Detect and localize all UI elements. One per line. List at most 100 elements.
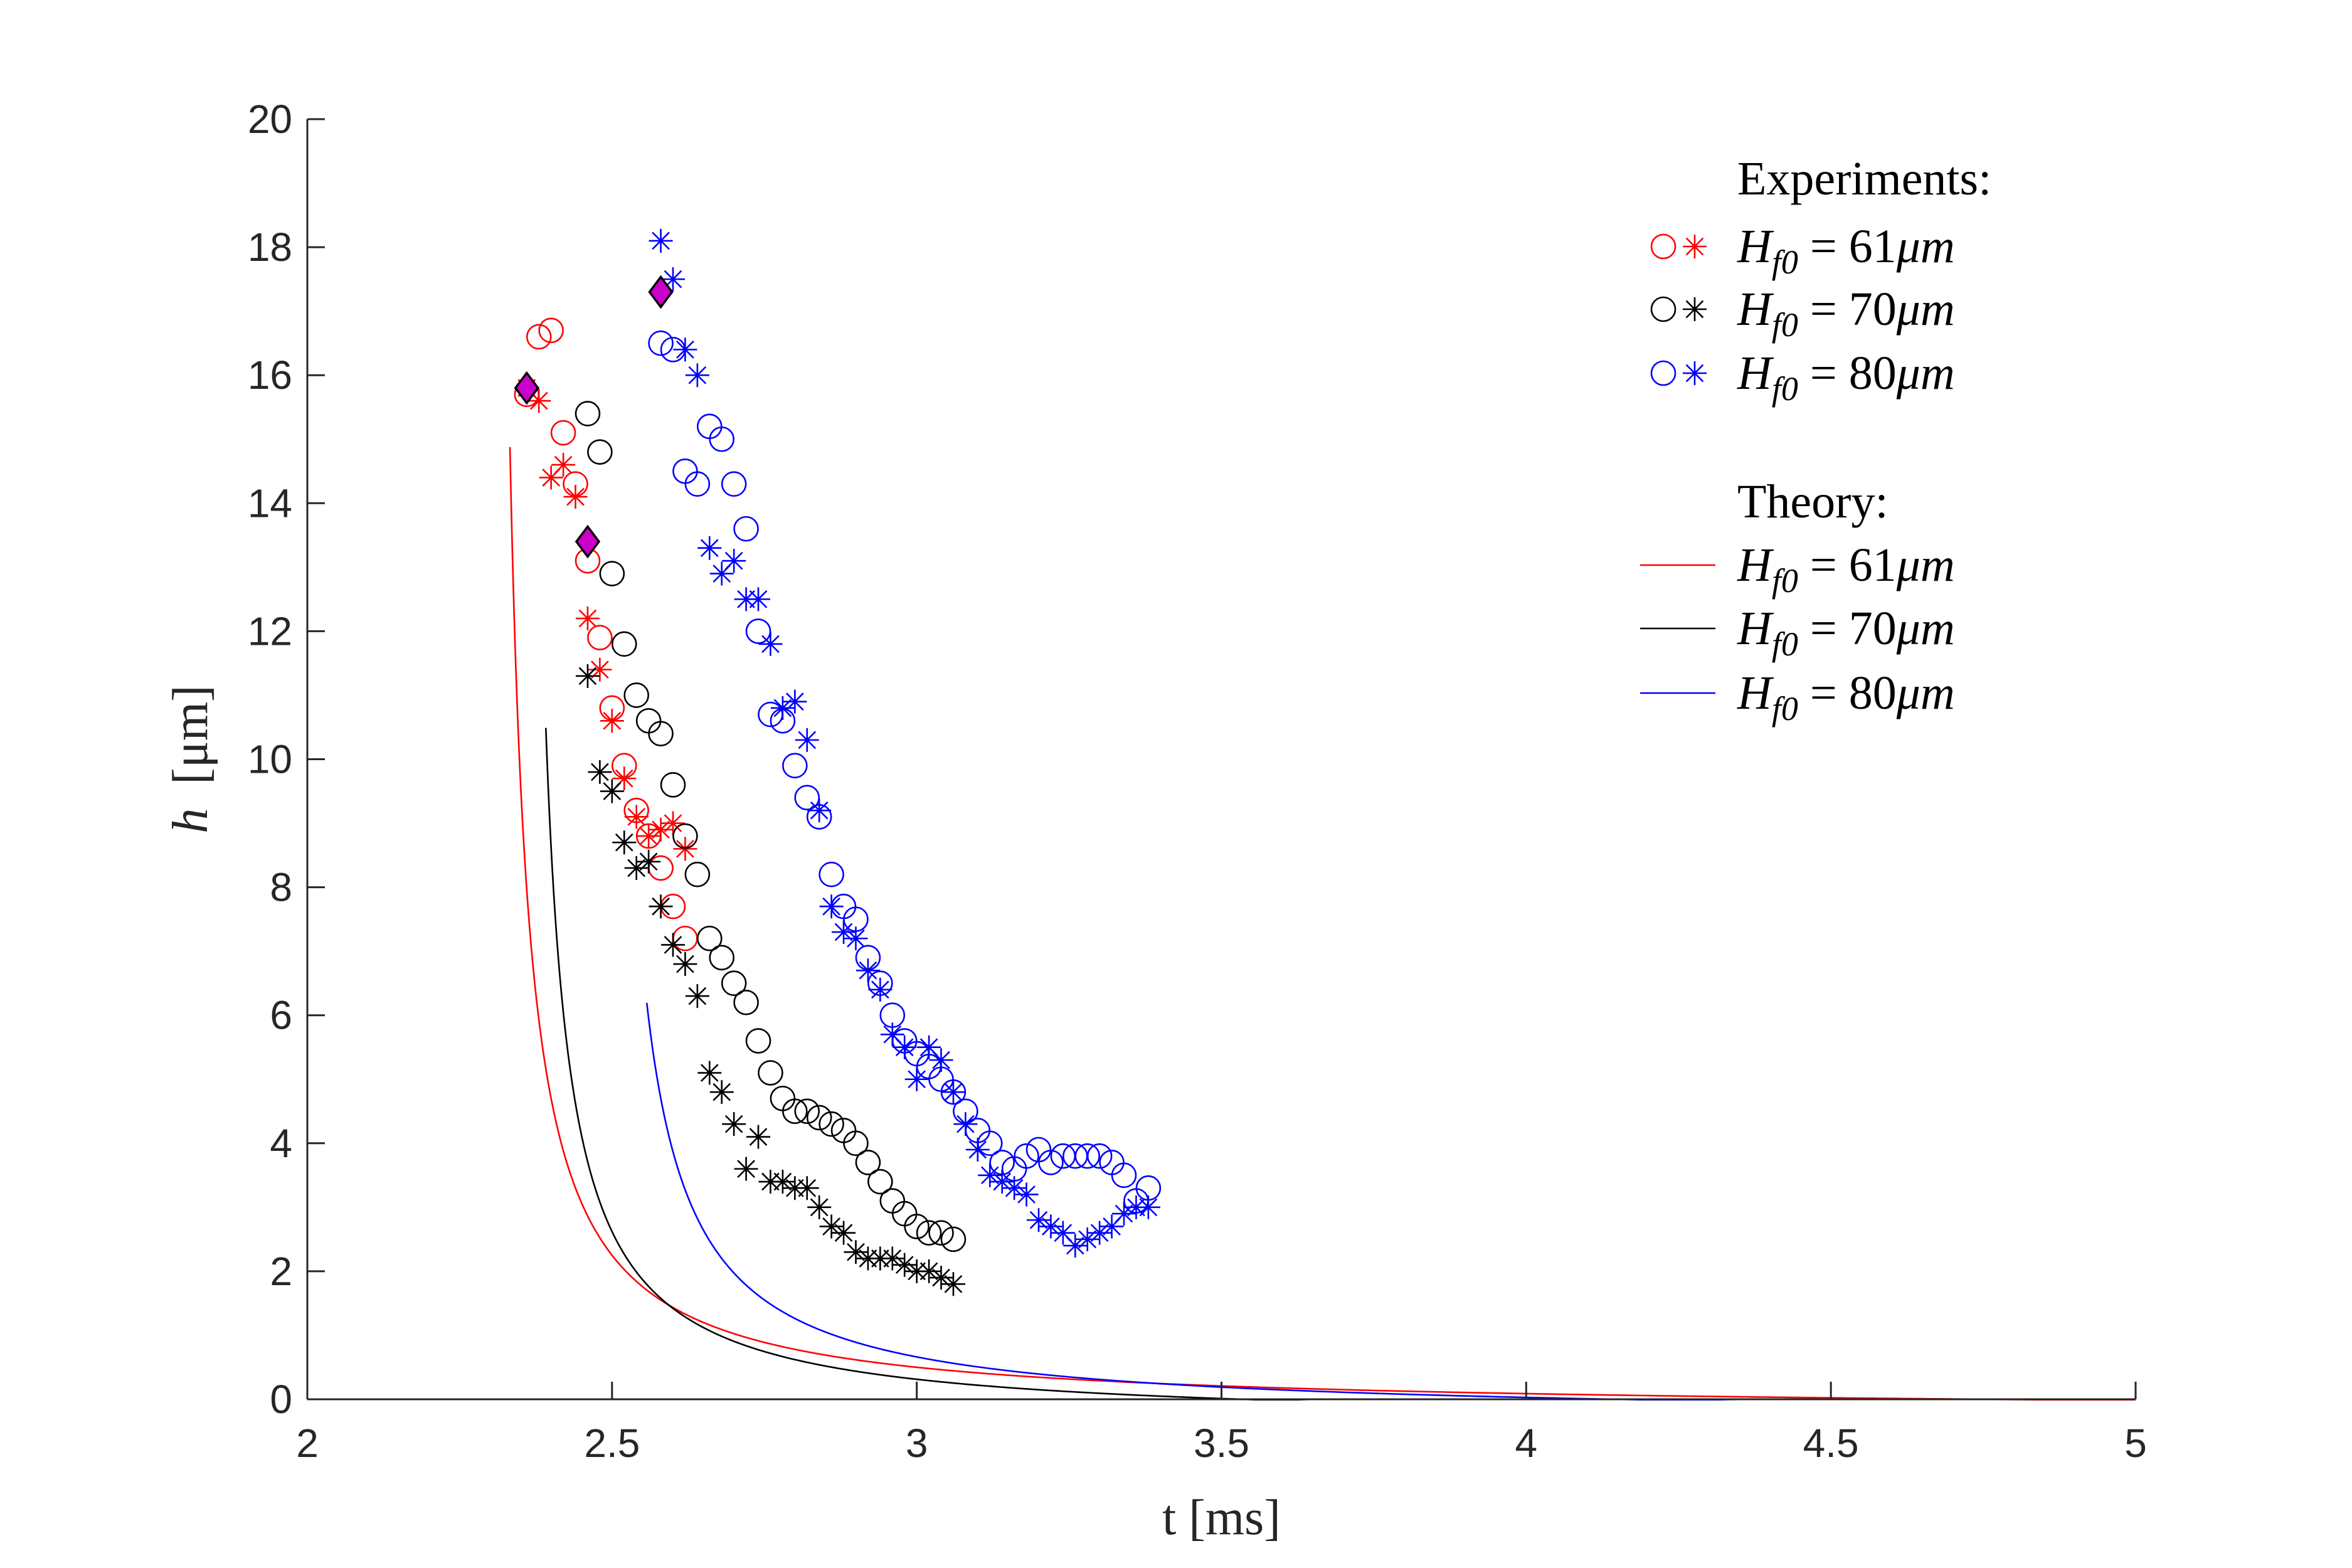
data-point-circle <box>648 855 674 881</box>
data-point-star <box>637 849 661 874</box>
data-point-circle <box>684 471 711 497</box>
y-tick-label: 12 <box>248 608 292 654</box>
data-point-star <box>832 920 856 945</box>
data-point-star <box>880 1246 904 1271</box>
data-point-star <box>563 485 588 509</box>
y-tick-label: 4 <box>270 1121 292 1166</box>
diamond-marker-1 <box>575 524 601 559</box>
data-point-star <box>709 1080 734 1104</box>
data-point-circle <box>818 1111 844 1137</box>
data-point-circle <box>1074 1143 1101 1169</box>
data-point-circle <box>1038 1150 1064 1175</box>
data-point-circle <box>587 439 613 465</box>
data-point-star <box>978 1163 1002 1187</box>
data-point-star <box>612 830 637 855</box>
data-point-star <box>649 817 673 842</box>
data-point-star <box>588 657 612 682</box>
data-point-star <box>783 689 807 714</box>
data-point-circle <box>782 1098 808 1125</box>
data-point-circle <box>587 625 613 650</box>
data-point-circle <box>672 458 698 484</box>
data-point-star <box>1088 1221 1112 1245</box>
data-point-circle <box>855 1150 881 1175</box>
data-point-circle <box>904 1214 930 1239</box>
data-point-star <box>893 1035 917 1059</box>
data-point-star <box>637 824 661 848</box>
data-point-star <box>1014 1182 1039 1207</box>
data-point-circle <box>794 1098 820 1125</box>
data-point-circle <box>879 1188 906 1214</box>
data-point-star <box>649 228 673 253</box>
data-point-star <box>941 1080 965 1104</box>
data-point-star <box>868 977 893 1002</box>
data-point-circle <box>770 1086 796 1111</box>
data-point-circle <box>928 1220 954 1246</box>
data-point-circle <box>709 945 735 971</box>
x-tick-label: 4.5 <box>1803 1421 1859 1466</box>
data-point-star <box>929 1266 953 1290</box>
data-point-circle <box>648 330 674 356</box>
data-point-circle <box>1014 1143 1039 1169</box>
data-point-circle <box>648 721 674 746</box>
legend-circle-marker <box>1650 233 1677 260</box>
data-point-star <box>856 1246 880 1271</box>
x-tick-label: 3 <box>906 1421 928 1466</box>
legend-theory-heading: Theory: <box>1737 475 1888 528</box>
data-point-circle <box>721 970 747 996</box>
data-point-circle <box>721 471 747 497</box>
data-point-star <box>1063 1234 1088 1258</box>
diamond-marker-2 <box>648 275 674 309</box>
data-point-star <box>758 1170 783 1194</box>
data-point-circle <box>575 401 601 426</box>
data-point-star <box>880 1022 904 1047</box>
data-point-circle <box>794 785 820 811</box>
y-axis-label-symbol: h <box>163 808 218 834</box>
data-point-star <box>965 1138 990 1162</box>
data-point-star <box>575 664 600 688</box>
data-point-star <box>685 984 709 1009</box>
data-point-star <box>697 536 722 560</box>
data-point-star <box>844 1240 868 1264</box>
data-point-circle <box>697 413 723 440</box>
data-point-star <box>990 1170 1014 1194</box>
data-point-circle <box>1111 1162 1137 1189</box>
y-tick-label: 20 <box>248 97 292 142</box>
data-point-circle <box>672 823 698 849</box>
data-point-star <box>624 805 649 829</box>
y-tick-label: 14 <box>248 480 292 526</box>
data-point-circle <box>867 1168 893 1195</box>
data-point-star <box>673 337 697 362</box>
data-point-star <box>1112 1202 1136 1226</box>
data-point-star <box>795 728 819 752</box>
data-point-star <box>807 798 832 823</box>
data-point-circle <box>684 861 711 887</box>
y-tick-label: 2 <box>270 1249 292 1294</box>
data-point-star <box>1027 1208 1051 1232</box>
y-tick-label: 10 <box>248 737 292 782</box>
data-point-star <box>929 1048 953 1073</box>
data-point-circle <box>745 1028 771 1054</box>
data-point-star <box>770 696 795 720</box>
data-point-circle <box>526 324 552 350</box>
data-point-star <box>734 587 758 612</box>
legend-star-marker <box>1683 361 1707 385</box>
data-point-circle <box>623 682 650 708</box>
data-point-star <box>868 1246 893 1271</box>
data-point-star <box>746 587 771 612</box>
legend-experiment-entry-1: Hf0 = 70μm <box>1737 283 1955 344</box>
data-point-star <box>551 453 576 477</box>
y-tick-label: 18 <box>248 225 292 270</box>
data-point-circle <box>916 1220 942 1246</box>
data-point-circle <box>818 861 844 887</box>
theory-curve-1 <box>545 728 1310 1401</box>
legend-star-marker <box>1683 297 1707 321</box>
y-tick-label: 0 <box>270 1377 292 1422</box>
data-point-star <box>600 779 624 803</box>
data-point-circle <box>782 753 808 779</box>
data-point-circle <box>660 772 686 798</box>
data-point-circle <box>843 1130 869 1157</box>
data-point-star <box>1075 1227 1099 1251</box>
data-point-star <box>746 1125 771 1149</box>
